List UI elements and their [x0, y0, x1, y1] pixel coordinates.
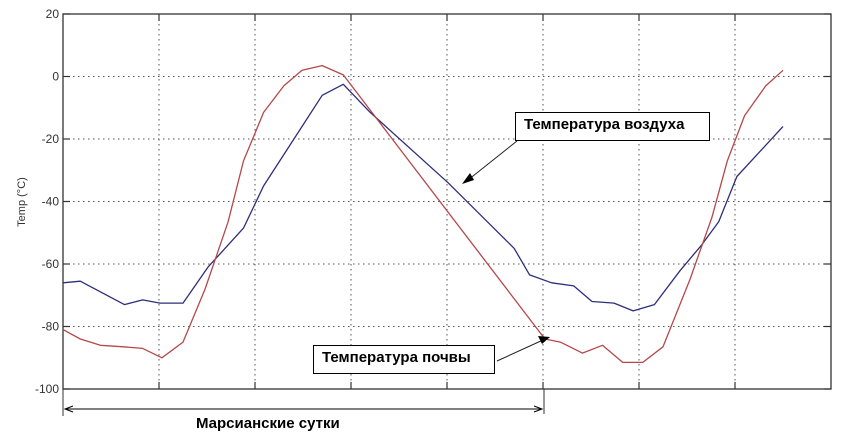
- soil-temp-arrow: [496, 336, 550, 362]
- y-tick-label: -40: [42, 195, 60, 209]
- y-tick-labels: 20 0 -20 -40 -60 -80 -100: [35, 7, 59, 396]
- martian-day-span: [62, 389, 545, 416]
- data-series: [62, 64, 784, 364]
- y-tick-label: -60: [42, 257, 60, 271]
- y-tick-label: 0: [52, 70, 59, 84]
- soil-temp-annotation: Температура почвы: [313, 345, 495, 374]
- axis-ticks: [63, 13, 831, 390]
- air-temp-annotation: Температура воздуха: [515, 112, 710, 141]
- series-line: [62, 83, 784, 312]
- y-tick-label: 20: [46, 7, 60, 21]
- y-tick-label: -80: [42, 320, 60, 334]
- martian-day-label: Марсианские сутки: [196, 415, 340, 432]
- y-tick-label: -100: [35, 382, 59, 396]
- series-line: [62, 64, 784, 364]
- air-temp-arrow: [462, 140, 518, 184]
- y-axis-label: Temp (°C): [16, 177, 28, 227]
- y-tick-label: -20: [42, 132, 60, 146]
